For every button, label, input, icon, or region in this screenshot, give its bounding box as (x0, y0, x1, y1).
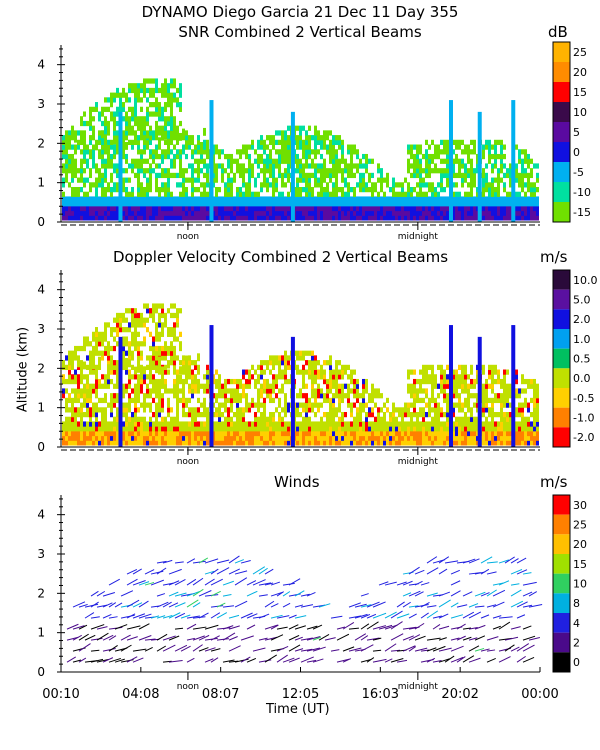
panel-2-ytick-label: 3 (37, 322, 45, 336)
panel-3-ytick-label: 1 (37, 626, 45, 640)
panel-3-colorbar-label: 30 (573, 499, 587, 512)
panel-2-colorbar-label: -0.5 (573, 392, 594, 405)
panel-3-xtick-label: 00:00 (521, 687, 558, 702)
panel-2-colorbar-cell (553, 368, 570, 388)
panel3-title: Winds (274, 473, 320, 491)
panel-1-colorbar-label: -10 (573, 186, 591, 199)
panel-3-ytick-label: 4 (37, 508, 45, 522)
panel1-unit: dB (548, 23, 568, 41)
panel-2-ytick-label: 1 (37, 401, 45, 415)
panel2-unit: m/s (540, 248, 568, 266)
panel-1-ytick-label: 0 (37, 215, 45, 229)
panel-1-colorbar-label: 0 (573, 146, 580, 159)
panel-3-colorbar-label: 15 (573, 558, 587, 571)
page-title: DYNAMO Diego Garcia 21 Dec 11 Day 355 (141, 3, 459, 21)
panel-3-xtick-label: 12:05 (282, 687, 319, 702)
panel-1-colorbar-cell (553, 122, 570, 142)
panel-1-ytick-label: 4 (37, 58, 45, 72)
panel2-title: Doppler Velocity Combined 2 Vertical Bea… (113, 248, 449, 266)
panel-1-colorbar-cell (553, 42, 570, 62)
panel-2-colorbar-cell (553, 427, 570, 447)
panel-2-colorbar-label: -2.0 (573, 431, 594, 444)
panel-1-plot (62, 78, 539, 222)
panel-3-ytick-label: 2 (37, 586, 45, 600)
panel-3-colorbar-label: 20 (573, 538, 587, 551)
panel-3-xtick-label: 04:08 (122, 687, 159, 702)
panel-2-colorbar-cell (553, 388, 570, 408)
panel-1-colorbar-cell (553, 162, 570, 182)
panel1-title: SNR Combined 2 Vertical Beams (178, 23, 422, 41)
panel-2-colorbar-cell (553, 329, 570, 349)
panel-1-colorbar-label: 5 (573, 126, 580, 139)
panel-1-colorbar-cell (553, 182, 570, 202)
panel-3-colorbar-cell (553, 573, 570, 594)
panel3-unit: m/s (540, 473, 568, 491)
panel-2-ytick-label: 0 (37, 440, 45, 454)
x-axis-label: Time (UT) (266, 702, 330, 717)
panel-3-colorbar-label: 0 (573, 656, 580, 669)
panel-1-ytick-label: 1 (37, 176, 45, 190)
panel-2-colorbar-label: 5.0 (573, 294, 591, 307)
panel-2-colorbar-cell (553, 289, 570, 310)
panel-3-xtick-label: 16:03 (362, 687, 399, 702)
panel-2-colorbar-label: -1.0 (573, 412, 594, 425)
panel-3-xtick-label: 00:10 (42, 687, 79, 702)
panel-2-marker-label-noon: noon (177, 457, 199, 467)
panel-3-colorbar-label: 25 (573, 519, 587, 532)
panel-1-colorbar-cell (553, 82, 570, 102)
panel-3-ytick-label: 0 (37, 665, 45, 679)
panel-2-colorbar-cell (553, 348, 570, 369)
panel-3-colorbar-label: 10 (573, 578, 587, 591)
panel-1-colorbar-cell (553, 62, 570, 82)
panel-3-colorbar-cell (553, 514, 570, 535)
panel-1-colorbar-label: 25 (573, 46, 587, 59)
panel-2-colorbar-label: 2.0 (573, 313, 591, 326)
panel-3-xtick-label: 08:07 (202, 687, 239, 702)
panel-2-colorbar-label: 0.0 (573, 372, 591, 385)
panel-2-colorbar-label: 10.0 (573, 274, 598, 287)
panel-2-ytick-label: 2 (37, 361, 45, 375)
panel-2-colorbar-label: 1.0 (573, 333, 591, 346)
panel-1-colorbar-cell (553, 142, 570, 162)
panel-3-marker-label-noon: noon (177, 682, 199, 692)
panel-1-colorbar-label: 20 (573, 66, 587, 79)
panel-2-colorbar-label: 0.5 (573, 353, 591, 366)
panel-2-ytick-label: 4 (37, 283, 45, 297)
panel-3-colorbar-cell (553, 593, 570, 613)
panel-3-colorbar-cell (553, 534, 570, 554)
panel-3-ytick-label: 3 (37, 547, 45, 561)
panel-3-colorbar-cell (553, 613, 570, 633)
panel-1-colorbar-cell (553, 102, 570, 122)
panel-1-marker-label-noon: noon (177, 232, 199, 242)
panel-3-colorbar-cell (553, 632, 570, 653)
panel-3-colorbar-label: 8 (573, 597, 580, 610)
panel-3-colorbar-cell (553, 495, 570, 515)
panel-3-colorbar-cell (553, 554, 570, 574)
panel-2-marker-label-midnight: midnight (398, 457, 439, 467)
panel-3-xtick-label: 20:02 (441, 687, 478, 702)
panel-2-colorbar-cell (553, 309, 570, 329)
panel-3-plot (66, 555, 543, 663)
panel-3-colorbar-label: 2 (573, 637, 580, 650)
panel-1-ytick-label: 2 (37, 136, 45, 150)
panel-2-plot (62, 303, 539, 447)
panel-2-colorbar-cell (553, 270, 570, 290)
panel-3-colorbar-label: 4 (573, 617, 580, 630)
panel-1-colorbar-label: -5 (573, 166, 584, 179)
panel-1-colorbar-frame (552, 41, 571, 223)
panel-2-colorbar-cell (553, 407, 570, 428)
panel-3-marker-label-midnight: midnight (398, 682, 439, 692)
panel-1-colorbar-label: -15 (573, 206, 591, 219)
panel-2-colorbar-frame (552, 269, 571, 448)
panel-3-colorbar-cell (553, 652, 570, 672)
panel-3-colorbar-frame (552, 494, 571, 673)
panel-1-ytick-label: 3 (37, 97, 45, 111)
panel-1-colorbar-label: 10 (573, 106, 587, 119)
panel-1-colorbar-cell (553, 202, 570, 222)
panel-1-marker-label-midnight: midnight (398, 232, 439, 242)
panel-1-colorbar-label: 15 (573, 86, 587, 99)
